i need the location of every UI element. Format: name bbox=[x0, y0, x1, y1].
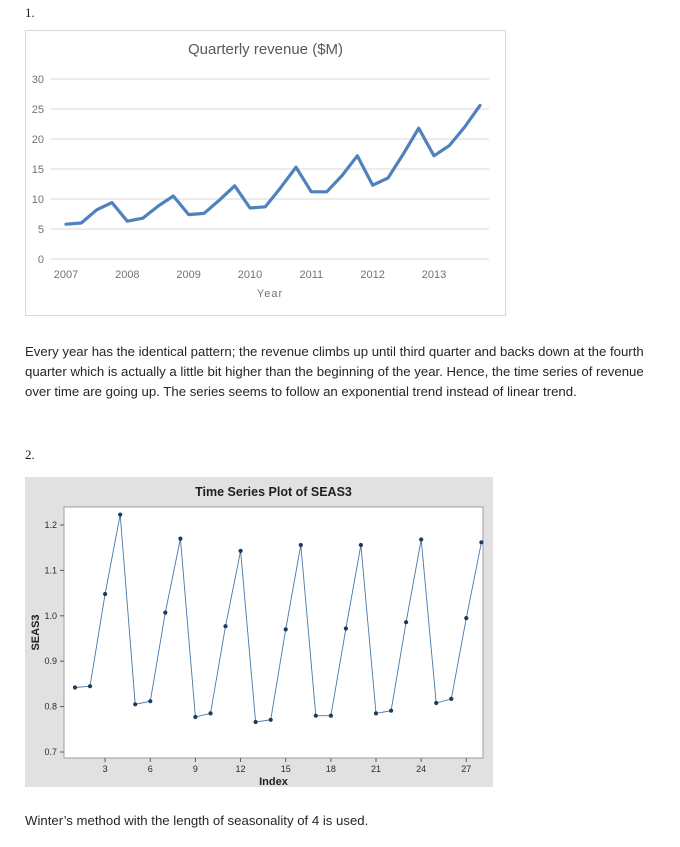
seas3-time-series-chart: 0.7 0.8 0.9 1.0 1.1 1.2 3 6 9 12 15 18 21 24 27 Index SE… bbox=[25, 477, 493, 787]
svg-text:12: 12 bbox=[236, 764, 246, 774]
svg-text:Year: Year bbox=[257, 288, 283, 300]
quarterly-revenue-chart: 0 5 10 15 20 25 30 2007 2008 2009 2010 2011 2012 2013… bbox=[25, 30, 506, 316]
svg-text:1.2: 1.2 bbox=[44, 520, 57, 530]
svg-text:2007: 2007 bbox=[54, 269, 78, 281]
svg-text:0.7: 0.7 bbox=[44, 747, 57, 757]
svg-text:2008: 2008 bbox=[115, 269, 139, 281]
svg-text:0.9: 0.9 bbox=[44, 656, 57, 666]
svg-text:9: 9 bbox=[193, 764, 198, 774]
svg-text:30: 30 bbox=[32, 74, 44, 86]
svg-text:0.8: 0.8 bbox=[44, 702, 57, 712]
svg-text:25: 25 bbox=[32, 104, 44, 116]
paragraph-revenue-analysis: Every year has the identical pattern; th… bbox=[25, 344, 644, 400]
svg-text:2012: 2012 bbox=[360, 269, 384, 281]
svg-text:1.0: 1.0 bbox=[44, 611, 57, 621]
svg-text:SEAS3: SEAS3 bbox=[30, 614, 42, 650]
chart1-title: Quarterly revenue ($M) bbox=[187, 41, 344, 58]
item-1-number: 1. bbox=[25, 5, 35, 20]
chart2-plot-area: 0.7 0.8 0.9 1.0 1.1 1.2 3 6 9 12 15 18 21 24 27 Index SE… bbox=[30, 506, 484, 787]
svg-text:2009: 2009 bbox=[176, 269, 200, 281]
item-2-number: 2. bbox=[25, 447, 35, 462]
svg-text:15: 15 bbox=[281, 764, 291, 774]
svg-text:27: 27 bbox=[461, 764, 471, 774]
svg-text:1.1: 1.1 bbox=[44, 565, 57, 575]
chart2-title: Time Series Plot of SEAS3 bbox=[195, 485, 352, 499]
svg-text:Index: Index bbox=[259, 776, 289, 787]
svg-text:0: 0 bbox=[38, 254, 44, 266]
svg-text:24: 24 bbox=[416, 764, 426, 774]
svg-text:15: 15 bbox=[32, 164, 44, 176]
svg-text:2010: 2010 bbox=[238, 269, 262, 281]
svg-text:2011: 2011 bbox=[300, 269, 324, 281]
svg-text:2013: 2013 bbox=[422, 269, 446, 281]
paragraph-winters-method: Winter’s method with the length of seaso… bbox=[25, 813, 369, 829]
svg-text:5: 5 bbox=[38, 224, 44, 236]
svg-text:20: 20 bbox=[32, 134, 44, 146]
svg-text:18: 18 bbox=[326, 764, 336, 774]
svg-text:10: 10 bbox=[32, 194, 44, 206]
svg-text:3: 3 bbox=[103, 764, 108, 774]
svg-text:6: 6 bbox=[148, 764, 153, 774]
svg-text:21: 21 bbox=[371, 764, 381, 774]
chart1-plot-area: 0 5 10 15 20 25 30 2007 2008 2009 2010 2011 2012 2013… bbox=[32, 74, 489, 300]
